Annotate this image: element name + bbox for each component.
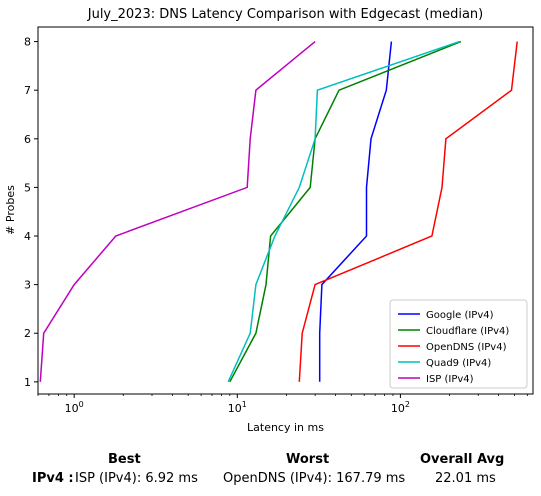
y-axis-label: # Probes xyxy=(4,185,17,235)
y-tick-label: 8 xyxy=(24,36,31,49)
legend-label: Quad9 (IPv4) xyxy=(426,358,491,369)
legend-label: OpenDNS (IPv4) xyxy=(426,342,507,353)
x-tick-label: 102 xyxy=(391,400,410,415)
summary-avg-value: 22.01 ms xyxy=(435,471,496,486)
series-line-isp-ipv4 xyxy=(39,41,316,382)
legend: Google (IPv4) Cloudflare (IPv4) OpenDNS (I… xyxy=(389,299,528,389)
x-tick-label: 101 xyxy=(228,400,247,415)
legend-label: ISP (IPv4) xyxy=(426,374,474,385)
summary-worst-value: OpenDNS (IPv4): 167.79 ms xyxy=(223,471,406,486)
y-tick-label: 3 xyxy=(24,279,31,292)
y-tick-label: 7 xyxy=(24,84,31,97)
legend-box xyxy=(389,299,528,389)
legend-label: Google (IPv4) xyxy=(426,310,494,321)
y-axis: 1 2 3 4 5 6 7 8 xyxy=(24,36,38,389)
series-line-google-ipv4 xyxy=(318,41,393,382)
legend-label: Cloudflare (IPv4) xyxy=(426,326,509,337)
x-axis-label: Latency in ms xyxy=(247,421,324,434)
summary-best-value: ISP (IPv4): 6.92 ms xyxy=(75,471,198,486)
series-line-opendns-ipv4 xyxy=(298,41,518,382)
summary-row-label: IPv4 : xyxy=(32,471,74,486)
summary-header-worst: Worst xyxy=(286,452,330,467)
series-line-cloudflare-ipv4 xyxy=(229,40,462,383)
summary-header-best: Best xyxy=(108,452,141,467)
plot-frame xyxy=(37,26,534,395)
y-tick-label: 6 xyxy=(24,133,31,146)
x-axis: 100 101 102 xyxy=(37,394,528,415)
summary-header-avg: Overall Avg xyxy=(420,452,505,467)
y-tick-label: 1 xyxy=(24,376,31,389)
chart-title: July_2023: DNS Latency Comparison with E… xyxy=(87,7,484,22)
x-tick-label: 100 xyxy=(65,400,84,415)
plot-area xyxy=(39,40,518,383)
y-tick-label: 5 xyxy=(24,181,31,194)
series-line-quad9-ipv4 xyxy=(227,40,460,383)
y-tick-label: 4 xyxy=(24,230,31,243)
y-tick-label: 2 xyxy=(24,327,31,340)
